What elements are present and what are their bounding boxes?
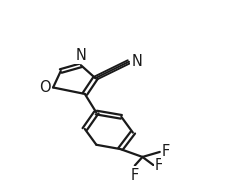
Text: N: N <box>76 48 86 63</box>
Text: F: F <box>155 158 163 173</box>
Text: F: F <box>162 145 170 159</box>
Text: F: F <box>131 168 139 183</box>
Text: N: N <box>131 54 142 69</box>
Text: O: O <box>40 80 51 95</box>
